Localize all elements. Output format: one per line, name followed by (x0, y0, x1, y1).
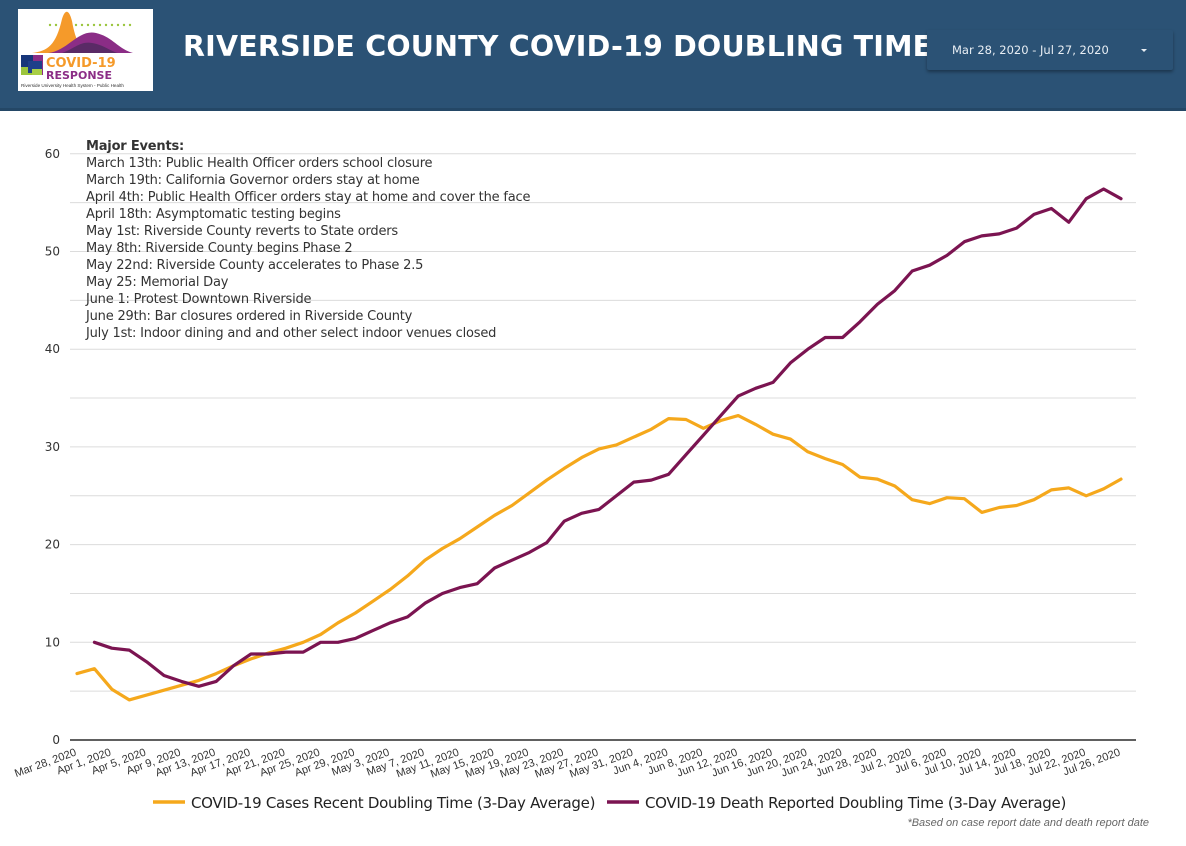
major-events-annotation: Major Events: March 13th: Public Health … (86, 138, 530, 342)
caret-down-icon[interactable] (1141, 49, 1147, 52)
y-tick-label: 0 (52, 733, 60, 747)
deaths-doubling-line (92, 187, 1123, 688)
cases-doubling-line (75, 414, 1123, 702)
event-item: March 19th: California Governor orders s… (86, 173, 420, 188)
y-axis-ticks: 0 10 20 30 40 50 60 (45, 147, 60, 747)
event-item: April 4th: Public Health Officer orders … (86, 190, 531, 205)
event-item: June 29th: Bar closures ordered in River… (86, 309, 413, 324)
legend-label: COVID-19 Death Reported Doubling Time (3… (645, 794, 1066, 812)
y-tick-label: 60 (45, 147, 60, 161)
y-tick-label: 30 (45, 440, 60, 454)
logo-sub-text: RESPONSE (46, 69, 112, 82)
date-range-label: Mar 28, 2020 - Jul 27, 2020 (952, 43, 1109, 57)
event-item: July 1st: Indoor dining and and other se… (86, 326, 497, 341)
page-title: RIVERSIDE COUNTY COVID-19 DOUBLING TIME (183, 30, 933, 63)
logo-main-text: COVID-19 (46, 56, 116, 71)
y-tick-label: 40 (45, 342, 60, 356)
covid-response-logo: COVID-19 RESPONSE Riverside University H… (18, 9, 153, 91)
series-lines (75, 187, 1123, 702)
header-bar: COVID-19 RESPONSE Riverside University H… (0, 0, 1186, 111)
event-item: April 18th: Asymptomatic testing begins (86, 207, 341, 222)
events-title: Major Events: (86, 139, 185, 154)
event-item: May 8th: Riverside County begins Phase 2 (86, 241, 353, 256)
event-item: May 1st: Riverside County reverts to Sta… (86, 224, 399, 239)
legend: COVID-19 Cases Recent Doubling Time (3-D… (153, 794, 1066, 812)
event-item: March 13th: Public Health Officer orders… (86, 156, 433, 171)
y-tick-label: 10 (45, 635, 60, 649)
legend-item[interactable]: COVID-19 Death Reported Doubling Time (3… (607, 794, 1066, 812)
y-tick-label: 20 (45, 538, 60, 552)
legend-item[interactable]: COVID-19 Cases Recent Doubling Time (3-D… (153, 794, 595, 812)
legend-label: COVID-19 Cases Recent Doubling Time (3-D… (191, 794, 595, 812)
logo-caption: Riverside University Health System - Pub… (21, 83, 124, 88)
logo-graphic: COVID-19 RESPONSE Riverside University H… (21, 11, 133, 88)
event-item: May 25: Memorial Day (86, 275, 229, 290)
date-range-picker[interactable]: Mar 28, 2020 - Jul 27, 2020 (927, 30, 1173, 70)
event-item: May 22nd: Riverside County accelerates t… (86, 258, 424, 273)
event-item: June 1: Protest Downtown Riverside (86, 292, 312, 307)
footnote: *Based on case report date and death rep… (907, 817, 1149, 829)
y-tick-label: 50 (45, 245, 60, 259)
